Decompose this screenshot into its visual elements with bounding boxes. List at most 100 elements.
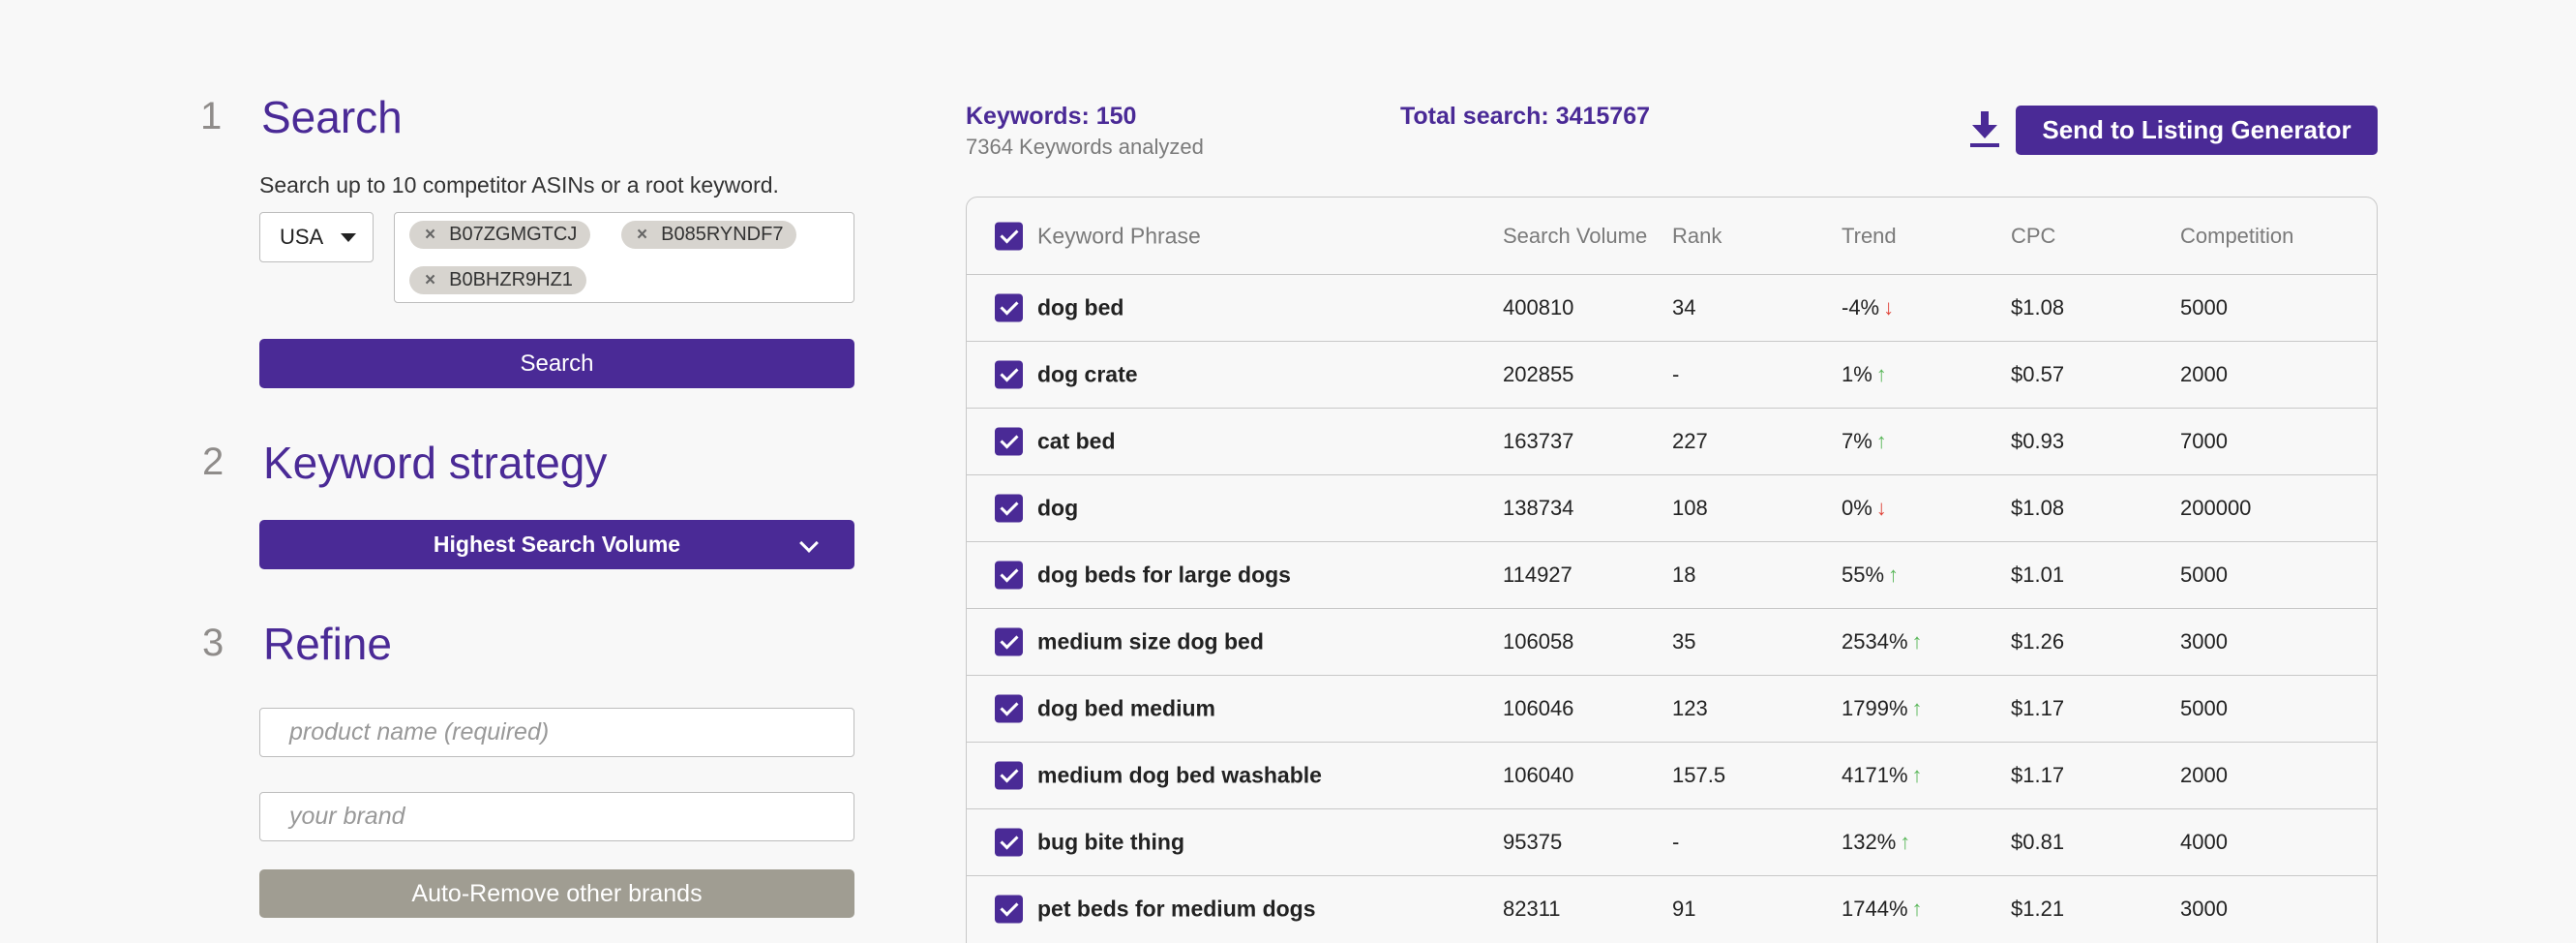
step-number-3: 3 (202, 622, 225, 664)
keywords-analyzed: 7364 Keywords analyzed (966, 135, 1204, 159)
keyword-phrase: bug bite thing (1037, 829, 1185, 855)
caret-down-icon (341, 232, 357, 242)
keyword-phrase: cat bed (1037, 428, 1116, 454)
strategy-selected-value: Highest Search Volume (433, 532, 681, 557)
row-checkbox[interactable] (995, 761, 1023, 790)
row-checkbox[interactable] (995, 360, 1023, 389)
remove-chip-icon[interactable]: × (425, 224, 436, 245)
table-row[interactable]: dog bed medium 106046 123 1799% ↑ $1.17 5… (967, 675, 2377, 742)
search-volume: 82311 (1503, 897, 1561, 921)
chevron-down-icon (799, 533, 819, 553)
cpc: $1.26 (2011, 629, 2065, 654)
trend-value: 2534% (1842, 629, 1908, 654)
keyword-phrase: dog bed medium (1037, 695, 1215, 721)
trend-value: 55% (1842, 563, 1885, 587)
trend: -4% ↓ (1842, 295, 1894, 320)
asin-chip[interactable]: × B07ZGMGTCJ (409, 221, 591, 249)
cpc: $1.17 (2011, 763, 2065, 787)
product-name-input[interactable]: product name (required) (259, 708, 854, 757)
cpc: $0.57 (2011, 362, 2065, 386)
search-button[interactable]: Search (259, 339, 854, 388)
competition: 3000 (2180, 629, 2228, 654)
step-title-refine: Refine (263, 619, 392, 669)
remove-chip-icon[interactable]: × (425, 269, 436, 290)
rank: 227 (1672, 429, 1708, 453)
column-header-competition[interactable]: Competition (2180, 223, 2294, 248)
send-to-listing-generator-button[interactable]: Send to Listing Generator (2016, 106, 2378, 155)
table-row[interactable]: medium dog bed washable 106040 157.5 417… (967, 742, 2377, 808)
table-row[interactable]: dog 138734 108 0% ↓ $1.08 200000 (967, 474, 2377, 541)
brand-input[interactable]: your brand (259, 792, 854, 841)
arrow-up-icon: ↑ (1875, 429, 1887, 453)
row-checkbox[interactable] (995, 694, 1023, 723)
row-checkbox[interactable] (995, 895, 1023, 924)
table-row[interactable]: medium size dog bed 106058 35 2534% ↑ $1.… (967, 608, 2377, 675)
keyword-table: Keyword Phrase Search Volume Rank Trend … (966, 197, 2378, 943)
select-all-checkbox[interactable] (995, 222, 1023, 250)
competition: 3000 (2180, 897, 2228, 921)
auto-remove-brands-button[interactable]: Auto-Remove other brands (259, 869, 854, 918)
table-row[interactable]: cat bed 163737 227 7% ↑ $0.93 7000 (967, 408, 2377, 474)
keyword-strategy-dropdown[interactable]: Highest Search Volume (259, 520, 854, 569)
rank: 34 (1672, 295, 1696, 319)
competition: 7000 (2180, 429, 2228, 453)
trend: 2534% ↑ (1842, 629, 1923, 654)
trend-value: 7% (1842, 429, 1872, 453)
table-row[interactable]: dog crate 202855 - 1% ↑ $0.57 2000 (967, 341, 2377, 408)
remove-chip-icon[interactable]: × (637, 224, 648, 245)
asin-chip-label: B085RYNDF7 (661, 224, 784, 245)
column-header-cpc[interactable]: CPC (2011, 223, 2056, 248)
search-hint: Search up to 10 competitor ASINs or a ro… (259, 172, 779, 198)
search-volume: 400810 (1503, 295, 1574, 319)
competition: 200000 (2180, 496, 2252, 520)
row-checkbox[interactable] (995, 627, 1023, 656)
table-row[interactable]: dog bed 400810 34 -4% ↓ $1.08 5000 (967, 274, 2377, 341)
column-header-search-volume[interactable]: Search Volume (1503, 223, 1648, 248)
arrow-up-icon: ↑ (1875, 362, 1887, 386)
row-checkbox[interactable] (995, 494, 1023, 523)
asin-chip[interactable]: × B0BHZR9HZ1 (409, 266, 586, 294)
table-row[interactable]: bug bite thing 95375 - 132% ↑ $0.81 4000 (967, 808, 2377, 875)
rank: - (1672, 362, 1680, 386)
trend-value: -4% (1842, 295, 1880, 319)
search-volume: 106040 (1503, 763, 1574, 787)
cpc: $1.08 (2011, 295, 2065, 319)
table-row[interactable]: dog beds for large dogs 114927 18 55% ↑ $… (967, 541, 2377, 608)
search-volume: 138734 (1503, 496, 1574, 520)
search-volume: 114927 (1503, 563, 1573, 587)
country-select[interactable]: USA (259, 212, 374, 262)
keyword-phrase: dog (1037, 495, 1079, 521)
column-header-keyword-phrase[interactable]: Keyword Phrase (1037, 223, 1201, 248)
competition: 5000 (2180, 696, 2228, 720)
column-header-trend[interactable]: Trend (1842, 223, 1897, 248)
keyword-phrase: medium dog bed washable (1037, 762, 1322, 788)
keyword-phrase: pet beds for medium dogs (1037, 896, 1316, 922)
trend: 0% ↓ (1842, 496, 1887, 521)
rank: 35 (1672, 629, 1696, 654)
cpc: $1.17 (2011, 696, 2065, 720)
cpc: $0.81 (2011, 830, 2065, 854)
trend: 1744% ↑ (1842, 897, 1923, 922)
trend: 1799% ↑ (1842, 696, 1923, 721)
cpc: $1.08 (2011, 496, 2065, 520)
country-value: USA (280, 225, 324, 249)
rank: 108 (1672, 496, 1708, 520)
row-checkbox[interactable] (995, 427, 1023, 456)
competition: 2000 (2180, 362, 2228, 386)
keyword-count: Keywords: 150 (966, 103, 1137, 130)
table-row[interactable]: pet beds for medium dogs 82311 91 1744% ↑… (967, 875, 2377, 942)
step-number-1: 1 (200, 95, 223, 137)
asin-chip[interactable]: × B085RYNDF7 (621, 221, 797, 249)
row-checkbox[interactable] (995, 293, 1023, 322)
keyword-phrase: medium size dog bed (1037, 628, 1264, 654)
column-header-rank[interactable]: Rank (1672, 223, 1722, 248)
asin-input[interactable]: × B07ZGMGTCJ × B085RYNDF7 × B0BHZR9HZ1 (394, 212, 854, 303)
trend: 55% ↑ (1842, 563, 1899, 588)
arrow-up-icon: ↑ (1911, 696, 1923, 720)
search-volume: 163737 (1503, 429, 1574, 453)
row-checkbox[interactable] (995, 561, 1023, 590)
row-checkbox[interactable] (995, 828, 1023, 857)
step-title-keyword-strategy: Keyword strategy (263, 438, 608, 488)
step-number-2: 2 (202, 441, 225, 483)
download-icon[interactable] (1970, 111, 1999, 148)
